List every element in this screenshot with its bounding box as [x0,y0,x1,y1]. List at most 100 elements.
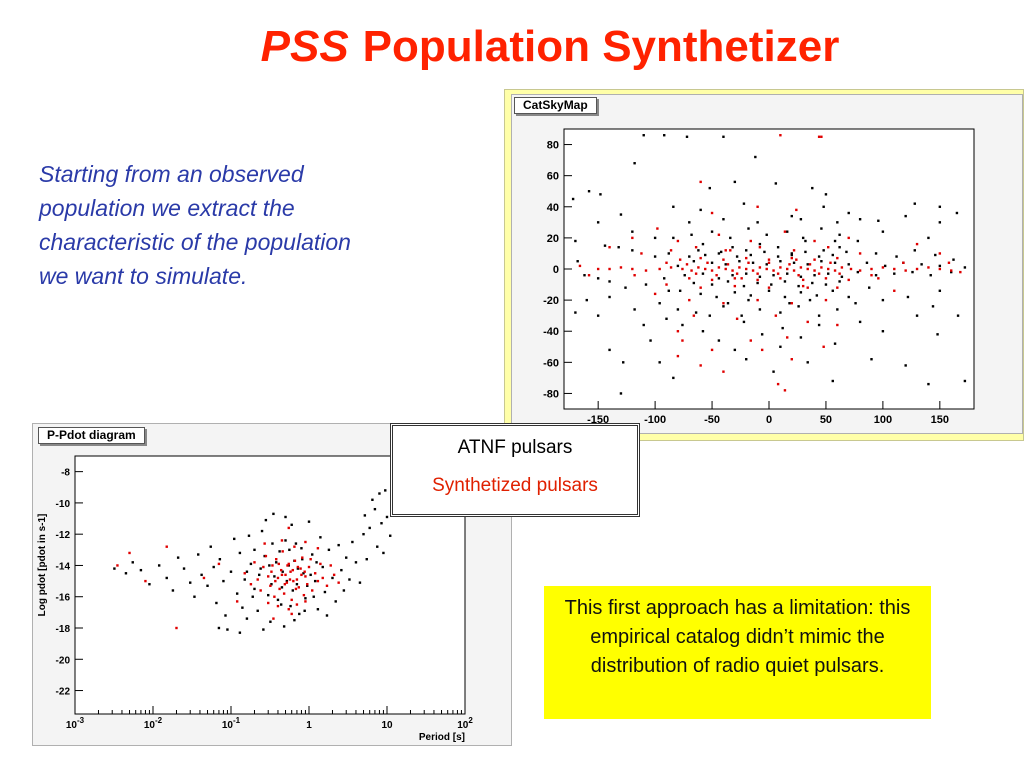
skymap-point-atnf [688,255,691,258]
skymap-point-atnf [678,289,682,292]
ppdot-point-atnf [268,564,271,567]
skymap-point-synth [640,252,643,255]
skymap-point-synth [792,269,796,272]
skymap-chart: -150 -100 -50 0 50 100 150806040200-20-40-60-8… [543,128,975,426]
skymap-xtick-label: -50 [704,414,720,426]
ppdot-ytick-label: -10 [56,499,71,510]
skymap-point-atnf [688,221,691,224]
skymap-point-synth [849,267,853,271]
skymap-point-synth [699,180,702,184]
ppdot-point-atnf [251,595,254,598]
ppdot-ytick-label: -16 [56,593,71,604]
ppdot-point-atnf [278,550,281,553]
skymap-point-synth [783,389,787,392]
skymap-point-synth [776,272,780,275]
skymap-point-atnf [938,264,942,268]
skymap-point-synth [676,239,680,243]
ppdot-point-atnf [263,554,266,558]
skymap-point-atnf [574,239,577,243]
ppdot-xtick-label: 10 [381,720,393,731]
ppdot-point-atnf [189,581,192,584]
ppdot-point-atnf [285,579,289,583]
ppdot-point-synth [271,564,274,567]
skymap-point-synth [631,236,634,240]
skymap-point-atnf [608,348,611,352]
skymap-point-synth [938,252,942,255]
skymap-point-synth [665,283,668,286]
ppdot-point-atnf [241,606,244,609]
skymap-point-atnf [881,298,885,302]
ppdot-point-atnf [171,589,175,592]
skymap-point-atnf [722,218,725,221]
ppdot-point-atnf [323,590,327,594]
skymap-point-atnf [822,249,825,252]
skymap-point-atnf [881,230,885,233]
skymap-point-atnf [817,314,821,317]
skymap-point-atnf [779,260,782,263]
skymap-point-synth [790,302,793,305]
ppdot-point-atnf [382,551,385,555]
skymap-point-atnf [938,221,942,224]
ppdot-point-synth [264,554,268,558]
skymap-point-atnf [955,211,959,215]
skymap-ytick-label: 20 [547,233,559,245]
skymap-point-synth [806,267,809,271]
ppdot-point-atnf [373,507,377,511]
skymap-point-synth [699,256,702,260]
skymap-point-atnf [877,219,880,222]
skymap-point-atnf [599,193,602,196]
skymap-point-atnf [692,260,696,263]
skymap-point-atnf [772,274,775,277]
skymap-point-atnf [870,358,873,361]
skymap-point-atnf [733,291,737,294]
skymap-ytick-label: -80 [543,388,559,400]
skymap-point-synth [756,278,759,282]
skymap-point-atnf [913,202,916,205]
skymap-point-synth [735,272,739,275]
skymap-point-synth [827,267,830,271]
skymap-point-atnf [770,283,773,286]
legend-synth: Synthetized pulsars [432,475,598,496]
ppdot-point-synth [283,583,287,586]
skymap-point-atnf [738,260,741,263]
skymap-ytick-label: -20 [543,295,559,307]
skymap-point-atnf [799,336,803,339]
ppdot-point-atnf [302,572,305,575]
skymap-xtick-label: 150 [931,414,949,426]
ppdot-point-atnf [217,626,221,630]
skymap-point-atnf [742,202,746,205]
skymap-point-synth [893,267,896,271]
skymap-point-atnf [779,311,782,314]
skymap-point-atnf [740,314,743,317]
skymap-point-synth [915,242,919,246]
skymap-point-atnf [719,250,723,254]
skymap-point-atnf [631,230,634,233]
skymap-point-atnf [745,272,748,275]
skymap-ytick-label: 0 [553,264,559,276]
skymap-point-atnf [838,280,841,283]
skymap-point-atnf [681,323,684,327]
skymap-xtick-label: 50 [820,414,832,426]
skymap-point-atnf [868,286,871,289]
skymap-point-atnf [708,186,711,190]
skymap-point-atnf [653,255,657,258]
skymap-point-synth [726,263,730,266]
skymap-point-atnf [813,274,816,277]
skymap-point-atnf [624,286,627,289]
ppdot-tab[interactable]: P-Pdot diagram [38,427,145,444]
skymap-plot-area [563,128,975,410]
skymap-point-synth [608,246,611,249]
skymap-tab[interactable]: CatSkyMap [514,97,597,114]
ppdot-point-atnf [235,592,239,595]
ppdot-point-atnf [131,561,134,564]
skymap-point-synth [587,274,591,277]
ppdot-point-atnf [253,548,256,552]
ppdot-point-synth [296,565,300,569]
slide-title: PSS Population Synthetizer [0,22,1024,72]
limitation-note: This first approach has a limitation: th… [544,586,931,719]
skymap-point-atnf [710,283,714,286]
legend-box: ATNF pulsars Synthetized pulsars [390,423,640,517]
skymap-point-atnf [608,295,611,299]
skymap-point-atnf [824,283,828,286]
ppdot-point-atnf [249,562,253,566]
